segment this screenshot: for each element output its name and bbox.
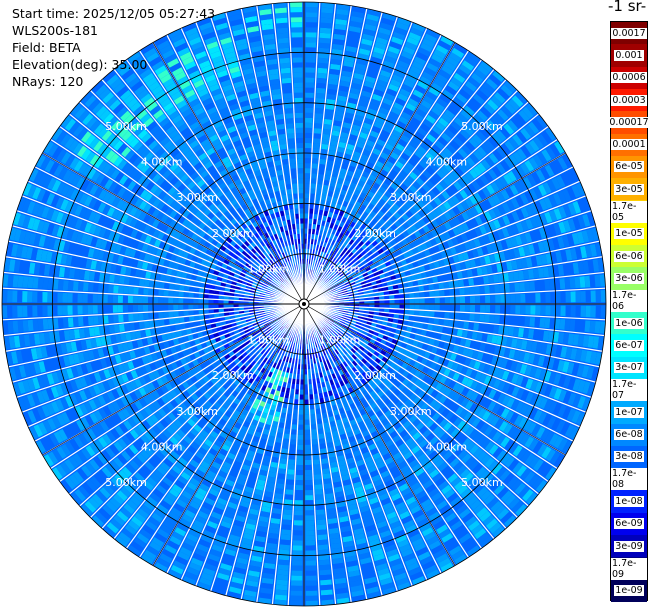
azimuth-grid-line [303, 42, 456, 305]
start-time-label: Start time: 2025/12/05 05:27:43 [12, 6, 216, 21]
colorbar-tick-label: 0.0017 [611, 27, 647, 39]
range-ring-label: 5.00km [461, 476, 503, 489]
range-ring-label: 3.00km [390, 405, 432, 418]
colorbar-tick-label: 1e-05 [614, 228, 644, 240]
colorbar-tick-label: 1.7e-08 [611, 468, 647, 491]
colorbar-tick-label: 1e-09 [614, 585, 644, 597]
range-ring-label: 3.00km [390, 191, 432, 204]
ppi-scan-plot: 1.00km 1.00km 1.00km 1.00km 2.00km 2.00km 2.00… [1, 1, 607, 607]
colorbar-segment: 1.7e-05 [611, 200, 647, 223]
range-bins [2, 2, 606, 606]
colorbar-tick-label: 1e-08 [614, 496, 644, 508]
lidar-center-dot [302, 302, 306, 306]
instrument-label: WLS200s-181 [12, 23, 98, 38]
colorbar-segment: 6e-06 [611, 245, 647, 268]
range-ring-label: 4.00km [426, 440, 468, 453]
colorbar-segment: 0.0003 [611, 88, 647, 112]
colorbar-tick-label: 6e-08 [614, 429, 644, 441]
colorbar-tick-label: 0.00017 [608, 116, 650, 128]
colorbar-tick-label: 1.7e-06 [611, 289, 647, 312]
azimuth-grid-line [152, 42, 305, 305]
colorbar-segment: 1.7e-06 [611, 289, 647, 312]
azimuth-grid-line [303, 303, 566, 456]
range-ring-label: 4.00km [141, 440, 183, 453]
range-ring-label: 3.00km [176, 191, 218, 204]
colorbar-tick-label: 0.0001 [611, 139, 647, 151]
colorbar-tick-label: 6e-07 [614, 339, 644, 351]
range-ring-label: 5.00km [105, 120, 147, 133]
colorbar-tick-label: 3e-06 [614, 273, 644, 285]
colorbar-segment: 6e-07 [611, 334, 647, 357]
range-ring-label: 1.00km [319, 334, 361, 347]
colorbar-tick-label: 0.0003 [611, 94, 647, 106]
range-ring-label: 2.00km [212, 369, 254, 382]
colorbar-tick-label: 1.7e-07 [611, 379, 647, 402]
colorbar-segment: 3e-08 [611, 445, 647, 469]
colorbar-segment: 3e-06 [611, 267, 647, 290]
colorbar-tick-label: 6e-09 [614, 518, 644, 530]
azimuth-grid-line [42, 152, 305, 305]
colorbar-tick-label: 1.7e-05 [611, 200, 647, 223]
azimuth-grid-line [152, 303, 305, 566]
colorbar-segment: 1e-07 [611, 401, 647, 424]
range-ring-label: 1.00km [248, 334, 290, 347]
colorbar: 0.0017 0.001 0.0006 0.0003 0.00017 0.0001 6e-0… [608, 21, 650, 602]
range-ring-label: 5.00km [461, 120, 503, 133]
azimuth-grid-line [303, 303, 456, 566]
colorbar-title: -1 sr- [608, 0, 647, 15]
nrays-label: NRays: 120 [12, 74, 84, 89]
colorbar-tick-label: 3e-05 [614, 183, 644, 195]
colorbar-segment: 1e-06 [611, 312, 647, 335]
colorbar-segment: 6e-08 [611, 423, 647, 446]
colorbar-segment: 1e-09 [611, 579, 647, 602]
range-ring-label: 4.00km [426, 156, 468, 169]
colorbar-segment: 1.7e-09 [611, 557, 647, 580]
range-ring-label: 1.00km [319, 262, 361, 275]
colorbar-tick-label: 1e-06 [614, 317, 644, 329]
colorbar-segment: 1e-05 [611, 222, 647, 246]
colorbar-tick-label: 6e-06 [614, 250, 644, 262]
colorbar-segment: 0.0017 [611, 22, 647, 45]
colorbar-tick-label: 0.001 [614, 49, 644, 61]
colorbar-segment: 0.0001 [611, 133, 647, 156]
colorbar-tick-label: 3e-08 [614, 451, 644, 463]
azimuth-grid-line [303, 152, 566, 305]
colorbar-tick-label: 1e-07 [614, 406, 644, 418]
colorbar-segment: 0.00017 [608, 111, 650, 134]
colorbar-segment: 3e-09 [611, 535, 647, 558]
elevation-label: Elevation(deg): 35.00 [12, 57, 148, 72]
colorbar-tick-label: 6e-05 [614, 161, 644, 173]
range-ring-label: 2.00km [212, 227, 254, 240]
range-ring-label: 1.00km [248, 262, 290, 275]
colorbar-segment: 0.001 [611, 44, 647, 67]
colorbar-tick-label: 1.7e-09 [611, 557, 647, 580]
colorbar-segment: 6e-05 [611, 155, 647, 179]
colorbar-segment: 3e-07 [611, 356, 647, 379]
azimuth-grid-line [42, 303, 305, 456]
range-ring-label: 4.00km [141, 156, 183, 169]
range-ring-label: 2.00km [354, 227, 396, 240]
colorbar-segment: 3e-05 [611, 178, 647, 201]
colorbar-segment: 0.0006 [611, 66, 647, 89]
colorbar-tick-label: 3e-09 [614, 540, 644, 552]
colorbar-segment: 1.7e-07 [611, 378, 647, 402]
range-ring-label: 3.00km [176, 405, 218, 418]
colorbar-segment: 6e-09 [611, 512, 647, 536]
range-ring-label: 5.00km [105, 476, 147, 489]
colorbar-tick-label: 3e-07 [614, 362, 644, 374]
field-label: Field: BETA [12, 40, 81, 55]
colorbar-segment: 1e-08 [611, 490, 647, 513]
colorbar-segment: 1.7e-08 [611, 468, 647, 491]
range-ring-label: 2.00km [354, 369, 396, 382]
colorbar-tick-label: 0.0006 [611, 72, 647, 84]
